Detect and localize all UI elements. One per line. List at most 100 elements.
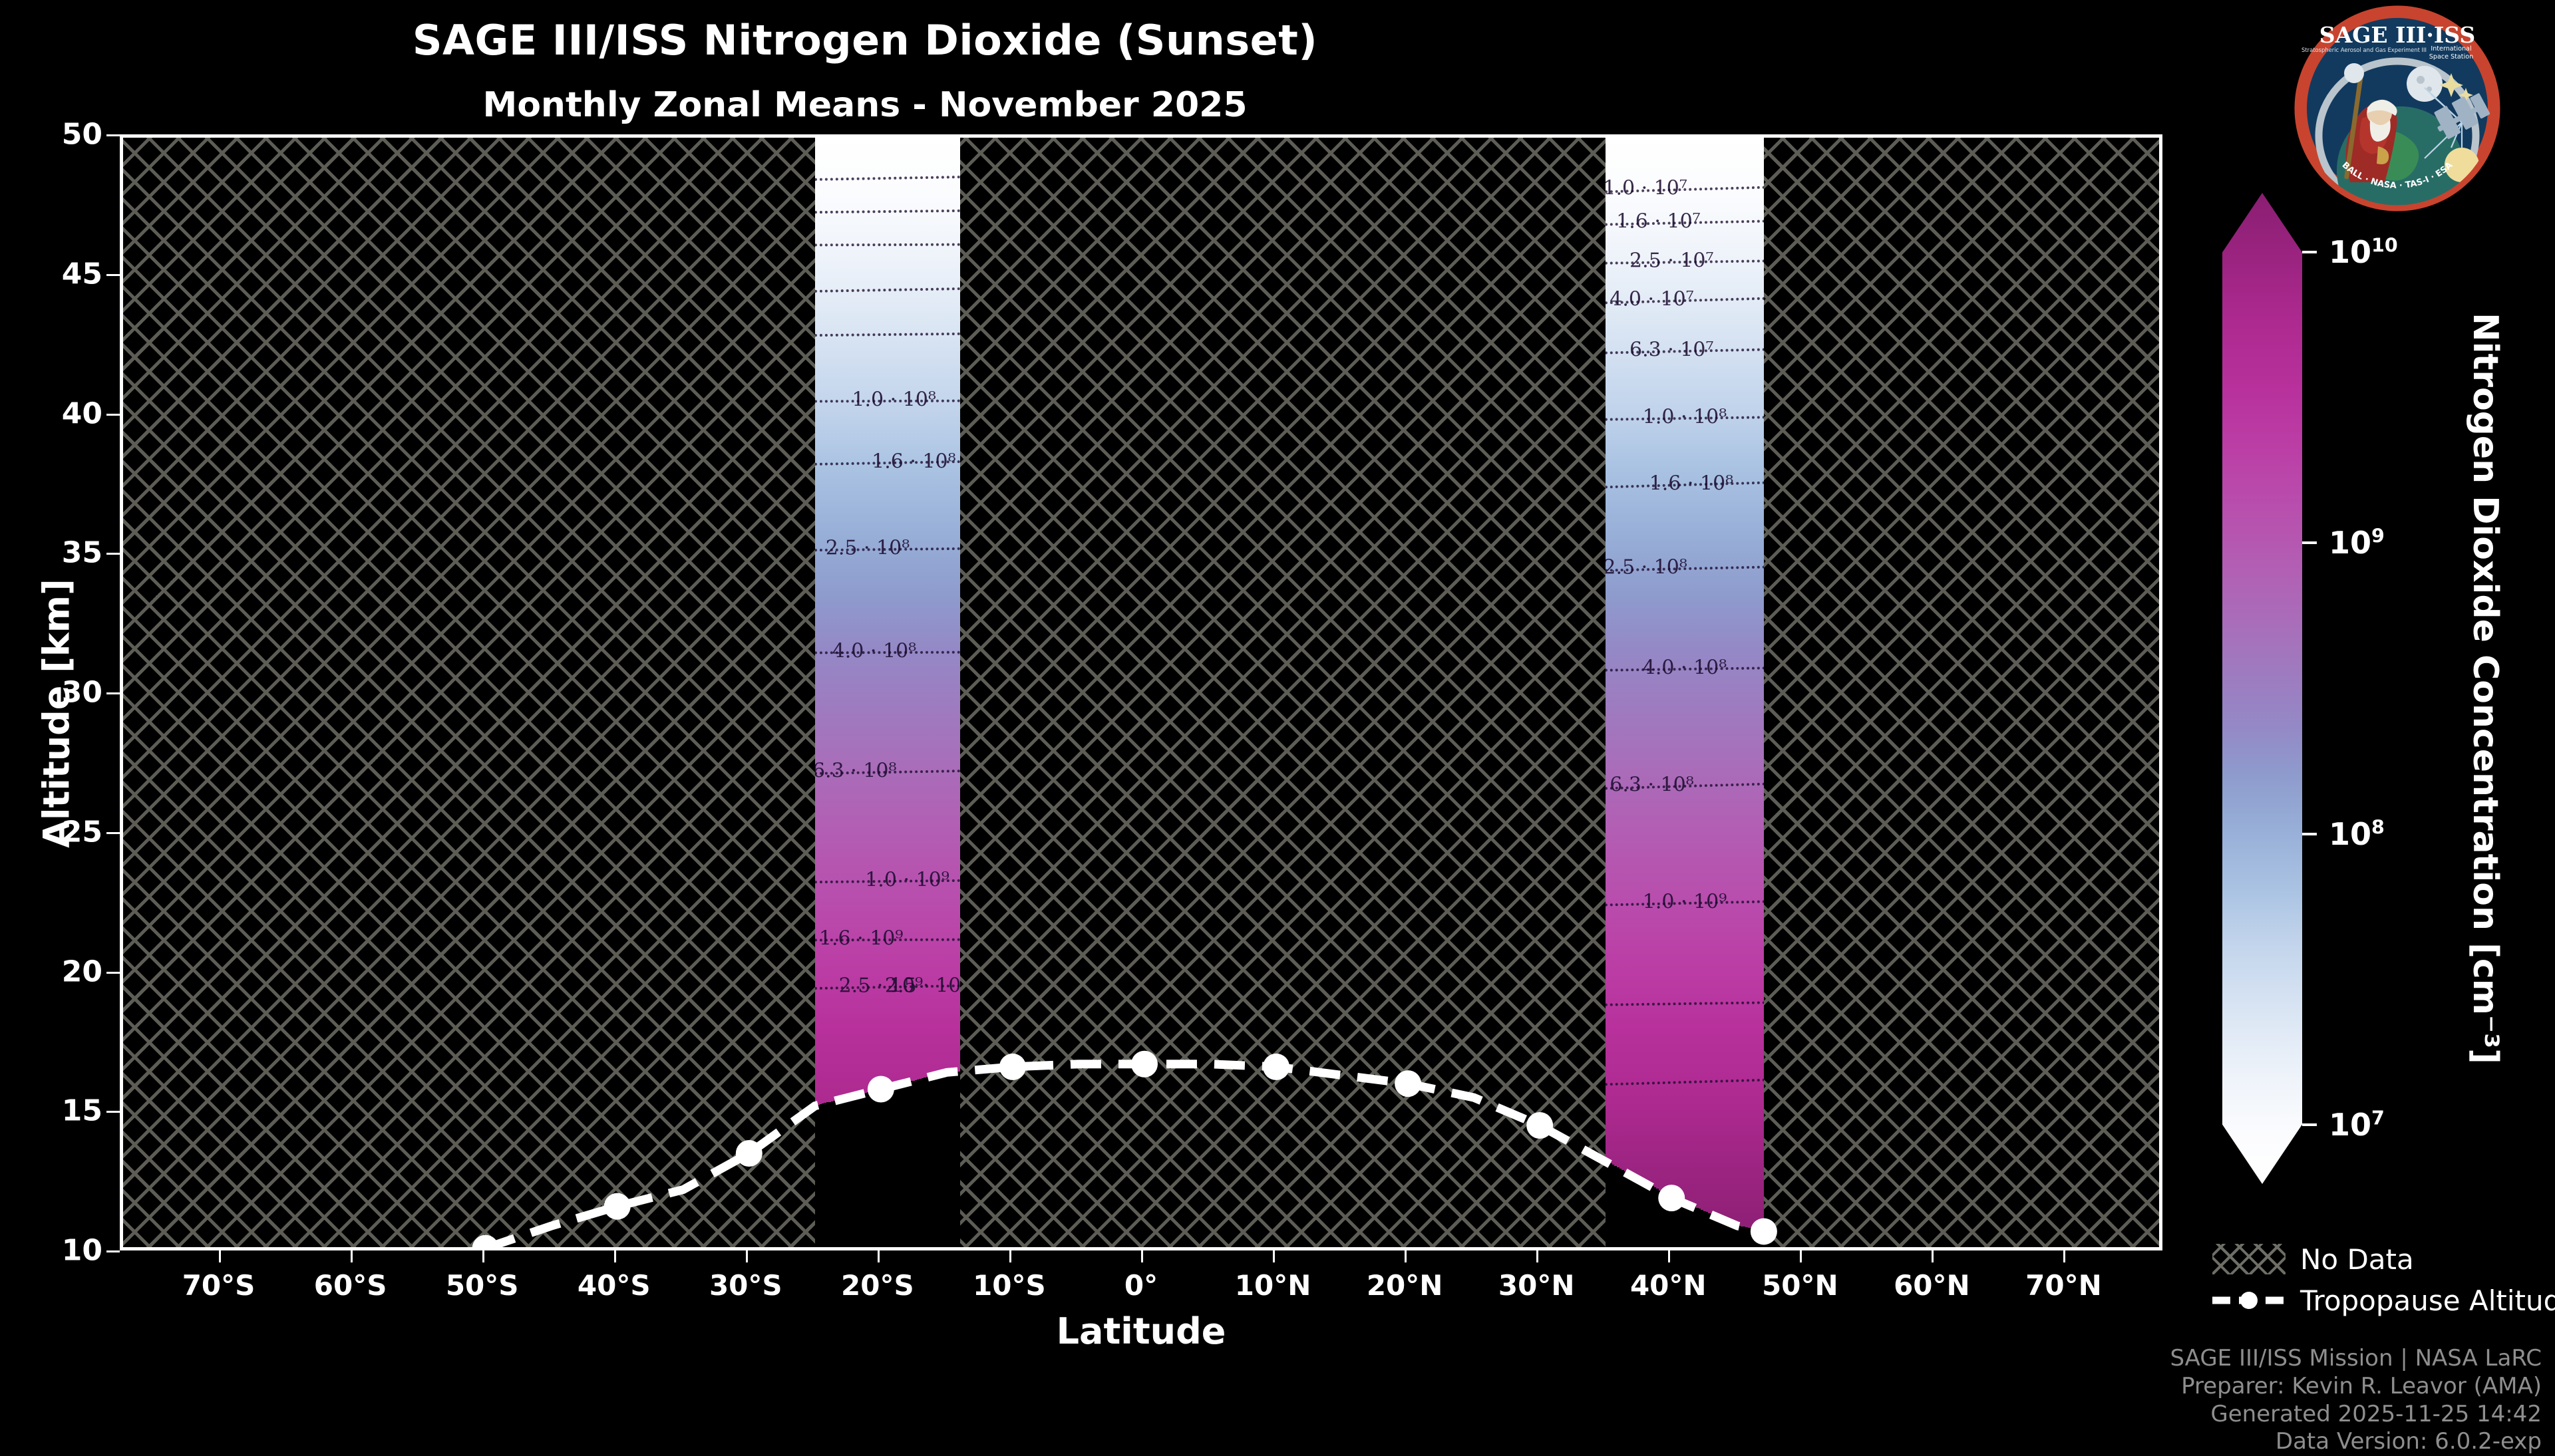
x-axis-tick-label: 20°S: [841, 1269, 914, 1302]
colorbar-title: Nitrogen Dioxide Concentration [cm⁻³]: [2465, 313, 2505, 1064]
below-tropopause-mask: [957, 1071, 960, 1247]
colorbar-gradient: [2222, 193, 2302, 1184]
x-axis-tick: [1932, 1250, 1934, 1262]
contour-label: 6.3 · 10⁸: [814, 759, 897, 783]
hatch-swatch-icon: [2212, 1244, 2286, 1274]
contour-label: 1.6 · 10⁸: [872, 450, 956, 474]
y-axis-tick: [106, 413, 120, 416]
y-axis-tick: [106, 1111, 120, 1113]
footer-line-mission: SAGE III/ISS Mission | NASA LaRC: [2170, 1345, 2542, 1372]
logo-subtitle-right-2: Space Station: [2429, 53, 2473, 61]
x-axis-tick: [1273, 1250, 1276, 1262]
data-band-northern-band: 1.0 · 10⁷ 1.6 · 10⁷ 2.5 · 10⁷ 4.0 · 10⁷ 6.3 …: [1606, 138, 1764, 1247]
x-axis-tick-label: 0°: [1124, 1269, 1158, 1302]
y-axis-label: Altitude [km]: [35, 579, 78, 848]
x-axis-tick: [1800, 1250, 1802, 1262]
y-axis-tick-label: 50: [61, 117, 102, 152]
x-axis: 70°S 60°S 50°S 40°S 30°S 20°S 10°S 0° 10°N 20°N 30…: [120, 1250, 2162, 1330]
x-axis-tick-label: 60°N: [1894, 1269, 1970, 1302]
x-axis-tick-label: 10°S: [973, 1269, 1046, 1302]
contour-label: 6.3 · 10⁷: [1629, 338, 1714, 362]
y-axis-tick: [106, 831, 120, 834]
y-axis-tick-label: 45: [61, 257, 102, 291]
colorbar-tick: [2302, 832, 2317, 835]
footer-line-preparer: Preparer: Kevin R. Leavor (AMA): [2181, 1372, 2542, 1399]
x-axis-tick-label: 10°N: [1234, 1269, 1311, 1302]
x-axis-tick: [482, 1250, 484, 1262]
contour-label: 1.0 · 10⁷: [1606, 176, 1687, 200]
x-axis-tick: [2063, 1250, 2066, 1262]
page-title: SAGE III/ISS Nitrogen Dioxide (Sunset): [412, 16, 1318, 65]
legend-item-tropopause: Tropopause Altitude: [2212, 1280, 2555, 1321]
contour-label: 2.5 · 10⁹: [884, 974, 960, 998]
logo-subtitle-right-1: International: [2431, 45, 2471, 53]
y-axis-tick-label: 40: [61, 396, 102, 430]
page-subtitle: Monthly Zonal Means - November 2025: [482, 85, 1248, 125]
legend-item-no-data: No Data: [2212, 1238, 2545, 1280]
footer-line-version: Data Version: 6.0.2-exp: [2275, 1428, 2542, 1455]
contour-label: 2.5 · 10⁹: [838, 974, 924, 998]
x-axis-tick-label: 30°N: [1498, 1269, 1575, 1302]
y-axis-tick: [106, 1250, 120, 1252]
below-tropopause-mask: [1761, 1231, 1764, 1247]
contour-label: 2.5 · 10⁸: [1606, 555, 1687, 579]
legend: No Data Tropopause Altitude: [2212, 1238, 2555, 1321]
y-axis-tick: [106, 273, 120, 276]
sage-iii-iss-mission-patch-logo: SAGE III·ISS Stratospheric Aerosol and G…: [2294, 5, 2500, 212]
y-axis-tick-label: 25: [61, 815, 102, 849]
colorbar-tick-label: 108: [2329, 815, 2385, 852]
x-axis-tick-label: 20°N: [1366, 1269, 1443, 1302]
colorbar-tick-label: 107: [2329, 1106, 2385, 1143]
contour-label: 1.6 · 10⁹: [818, 927, 904, 950]
x-axis-tick-label: 70°N: [2025, 1269, 2102, 1302]
x-axis-tick: [1405, 1250, 1407, 1262]
x-axis-tick: [1141, 1250, 1143, 1262]
contour-label: 1.0 · 10⁹: [865, 868, 949, 892]
x-axis-tick: [1668, 1250, 1671, 1262]
y-axis-tick-label: 20: [61, 954, 102, 988]
y-axis-tick: [106, 971, 120, 974]
colorbar-tick: [2302, 541, 2317, 545]
colorbar-tick: [2302, 251, 2317, 254]
logo-title: SAGE III·ISS: [2319, 22, 2475, 48]
x-axis-label: Latitude: [1056, 1310, 1226, 1352]
y-axis-tick-label: 30: [61, 675, 102, 710]
contour-label: 4.0 · 10⁸: [832, 639, 917, 663]
x-axis-tick: [613, 1250, 616, 1262]
contour-label: 2.5 · 10⁸: [825, 536, 910, 560]
contour-label: 1.0 · 10⁹: [1642, 890, 1727, 914]
y-axis-tick-label: 35: [61, 535, 102, 570]
x-axis-tick: [745, 1250, 748, 1262]
x-axis-tick: [350, 1250, 353, 1262]
contour-label: 6.3 · 10⁸: [1610, 773, 1694, 797]
colorbar-tick-label: 1010: [2329, 234, 2398, 271]
legend-label-no-data: No Data: [2300, 1242, 2414, 1276]
y-axis-tick: [106, 134, 120, 136]
x-axis-tick-label: 50°S: [445, 1269, 519, 1302]
colorbar-tick: [2302, 1123, 2317, 1126]
y-axis-tick: [106, 692, 120, 694]
data-band-southern-band: 1.0 · 10⁸ 1.6 · 10⁸ 2.5 · 10⁸ 4.0 · 10⁸ 6.3 …: [814, 138, 960, 1247]
contour-label: 1.0 · 10⁸: [1642, 405, 1727, 428]
x-axis-tick: [218, 1250, 221, 1262]
no-data-hatch-fill: [123, 138, 2159, 1247]
contour-plot: 1.0 · 10⁸ 1.6 · 10⁸ 2.5 · 10⁸ 4.0 · 10⁸ 6.3 …: [120, 134, 2162, 1250]
x-axis-tick: [1536, 1250, 1539, 1262]
contour-label: 4.0 · 10⁷: [1610, 287, 1694, 311]
y-axis-tick: [106, 553, 120, 555]
colorbar: 1010 109 108 107 Nitrogen Dioxide Concentra…: [2219, 190, 2505, 1187]
y-axis-tick-label: 15: [61, 1093, 102, 1128]
logo-subtitle-left: Stratospheric Aerosol and Gas Experiment…: [2301, 47, 2427, 53]
x-axis-tick-label: 60°S: [313, 1269, 387, 1302]
legend-label-tropopause: Tropopause Altitude: [2300, 1284, 2555, 1317]
contour-label: 1.6 · 10⁸: [1649, 472, 1734, 496]
contour-label: 1.0 · 10⁸: [852, 388, 936, 412]
x-axis-tick-label: 40°S: [577, 1269, 651, 1302]
x-axis-tick-label: 30°S: [709, 1269, 782, 1302]
y-axis-tick-label: 10: [61, 1233, 102, 1268]
x-axis-tick-label: 70°S: [182, 1269, 256, 1302]
dashed-line-marker-icon: [2212, 1285, 2286, 1316]
footer-credits: SAGE III/ISS Mission | NASA LaRC Prepare…: [1890, 1345, 2542, 1456]
x-axis-tick-label: 50°N: [1762, 1269, 1838, 1302]
x-axis-tick: [877, 1250, 880, 1262]
